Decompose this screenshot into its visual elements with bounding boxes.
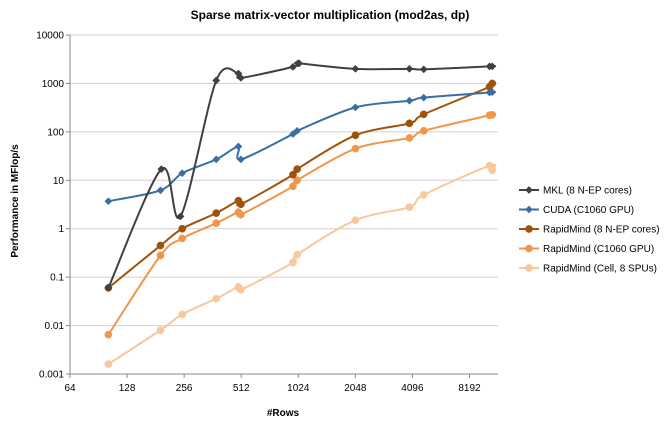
data-point [236, 73, 245, 82]
data-point [405, 203, 414, 211]
series-4 [104, 110, 497, 339]
chart-title: Sparse matrix-vector multiplication (mod… [191, 8, 470, 22]
legend-item: RapidMind (8 N-EP cores) [519, 225, 660, 236]
legend-swatch-marker [525, 264, 533, 272]
data-point [419, 93, 428, 102]
series-5 [104, 161, 497, 368]
data-point [178, 234, 187, 243]
data-point [212, 76, 221, 85]
data-point [405, 119, 414, 128]
y-axis-title: Performance in MFlop/s [10, 144, 21, 258]
data-point [289, 170, 297, 179]
data-point [419, 110, 428, 119]
legend-swatch-marker [525, 205, 533, 214]
y-tick-label: 0.001 [39, 370, 64, 381]
data-point [488, 166, 497, 175]
series-2 [104, 88, 497, 206]
data-point [405, 134, 414, 142]
data-point [488, 79, 497, 88]
legend-swatch-marker [525, 186, 533, 194]
series-layer [104, 59, 497, 368]
legend-swatch-marker [525, 225, 533, 233]
data-point [237, 200, 245, 209]
data-point [156, 326, 165, 335]
legend-label: CUDA (C1060 GPU) [543, 205, 634, 216]
y-tick-label: 0.01 [45, 321, 65, 332]
data-point [212, 209, 221, 217]
data-point [419, 191, 428, 199]
y-tick-label: 100 [47, 127, 64, 138]
data-point [178, 310, 187, 319]
legend-item: MKL (8 N-EP cores) [519, 186, 632, 197]
legend-swatch-marker [525, 244, 533, 253]
data-point [351, 64, 360, 73]
data-point [212, 294, 221, 303]
data-point [212, 219, 221, 228]
data-point [236, 155, 245, 164]
x-tick-label: 4096 [401, 383, 424, 394]
data-point [178, 169, 187, 178]
data-point [176, 212, 185, 221]
x-tick-label: 64 [64, 383, 76, 394]
data-point [488, 88, 497, 97]
data-point [104, 283, 113, 292]
legend-item: CUDA (C1060 GPU) [519, 205, 634, 216]
data-point [104, 360, 113, 368]
data-point [293, 176, 301, 185]
x-tick-label: 2048 [344, 383, 367, 394]
data-point [293, 165, 301, 173]
y-tick-label: 1000 [42, 79, 65, 90]
data-point [488, 110, 497, 119]
data-point [289, 258, 297, 267]
y-tick-label: 1 [58, 224, 64, 235]
x-tick-label: 128 [119, 383, 136, 394]
x-tick-label: 512 [233, 383, 250, 394]
data-point [156, 251, 165, 260]
x-tick-label: 256 [176, 383, 193, 394]
data-point [295, 59, 304, 68]
data-point [156, 186, 165, 195]
data-point [237, 285, 245, 294]
data-point [351, 144, 360, 153]
data-point [419, 65, 428, 74]
legend-label: RapidMind (C1060 GPU) [543, 244, 654, 255]
data-point [405, 96, 414, 105]
x-tick-label: 8192 [458, 383, 481, 394]
legend-label: RapidMind (8 N-EP cores) [543, 225, 660, 236]
data-point [293, 250, 301, 259]
y-tick-label: 10000 [36, 31, 64, 42]
y-tick-label: 10 [53, 176, 65, 187]
data-point [419, 126, 428, 135]
legend: MKL (8 N-EP cores) CUDA (C1060 GPU) RapidM… [519, 186, 660, 275]
data-point [212, 155, 221, 164]
data-point [405, 64, 414, 73]
data-point [237, 210, 245, 219]
data-point [157, 165, 166, 174]
data-point [156, 241, 165, 250]
x-tick-label: 1024 [287, 383, 310, 394]
data-point [289, 62, 297, 71]
axes: 0.001 0.01 0.1 1 10 100 1000 10000 64 128 256 512 10… [36, 31, 498, 394]
legend-item: RapidMind (Cell, 8 SPUs) [519, 264, 657, 275]
series-1 [104, 59, 497, 292]
legend-label: RapidMind (Cell, 8 SPUs) [543, 264, 657, 275]
x-axis-title: #Rows [267, 408, 300, 419]
data-point [104, 330, 113, 339]
legend-label: MKL (8 N-EP cores) [543, 186, 632, 197]
data-point [104, 197, 113, 206]
data-point [351, 103, 360, 112]
data-point [234, 142, 243, 151]
data-point [289, 182, 297, 191]
data-point [488, 62, 497, 71]
data-point [293, 126, 302, 135]
legend-item: RapidMind (C1060 GPU) [519, 244, 654, 255]
data-point [178, 224, 187, 233]
data-point [351, 216, 360, 225]
data-point [351, 131, 360, 140]
series-3 [104, 79, 497, 292]
y-tick-label: 0.1 [50, 273, 64, 284]
